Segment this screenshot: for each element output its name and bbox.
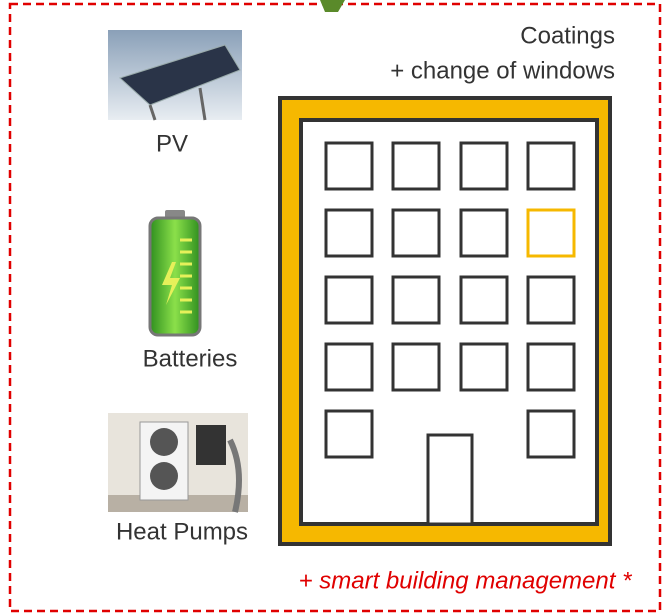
window (459, 275, 509, 325)
window (324, 342, 374, 392)
management-label: + smart building management * (299, 567, 633, 594)
window (391, 275, 441, 325)
window (324, 141, 374, 191)
batteries-label: Batteries (143, 345, 238, 372)
window (391, 141, 441, 191)
windows-label: + change of windows (390, 57, 615, 84)
window (459, 342, 509, 392)
heat-pumps-label: Heat Pumps (116, 518, 248, 545)
pv-image (108, 30, 242, 121)
window (526, 275, 576, 325)
pv-label: PV (156, 130, 188, 157)
window (391, 208, 441, 258)
window (526, 342, 576, 392)
top-icon (320, 0, 345, 12)
window (324, 275, 374, 325)
window (324, 208, 374, 258)
window (526, 208, 576, 258)
window (526, 409, 576, 459)
window (459, 141, 509, 191)
heat-pump-image (108, 413, 248, 513)
window (324, 409, 374, 459)
window (459, 208, 509, 258)
window (526, 141, 576, 191)
battery-icon (148, 210, 202, 337)
coatings-label: Coatings (520, 22, 615, 49)
window (391, 342, 441, 392)
building (278, 96, 612, 546)
